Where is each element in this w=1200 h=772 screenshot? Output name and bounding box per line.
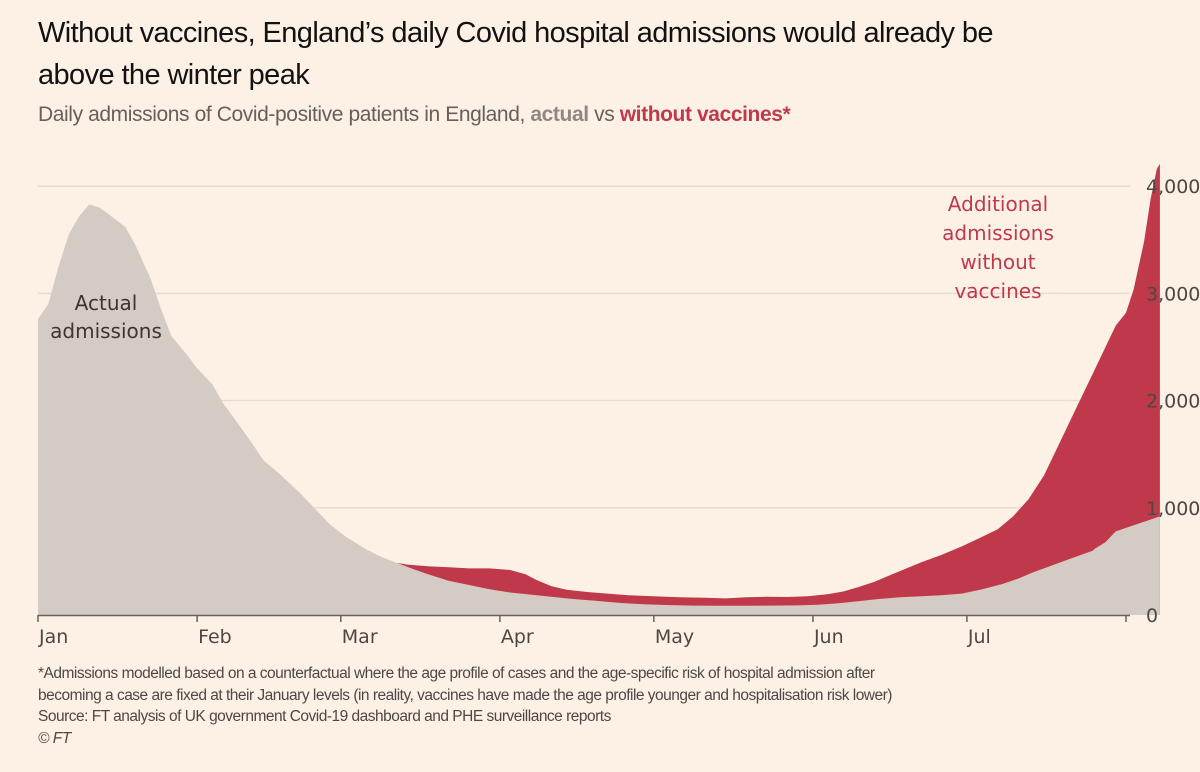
x-tick-label: Jun (813, 626, 844, 648)
source-note: Source: FT analysis of UK government Cov… (38, 708, 611, 725)
x-tick-label: May (655, 626, 694, 648)
subtitle-actual-key: actual (530, 103, 589, 126)
x-tick-label: Feb (198, 626, 232, 648)
subtitle-vs: vs (588, 103, 620, 126)
annotation-actual-admissions: Actual (75, 291, 138, 315)
annotation-actual-admissions: admissions (50, 319, 162, 343)
y-tick-label: 2,000 (1146, 391, 1200, 413)
series-areas (38, 163, 1160, 615)
x-tick-label: Apr (501, 626, 534, 648)
y-tick-label: 3,000 (1146, 283, 1200, 305)
y-tick-label: 1,000 (1146, 498, 1200, 520)
chart-title: Without vaccines, England’s daily Covid … (38, 17, 994, 91)
footnote-line-1: *Admissions modelled based on a counterf… (38, 665, 875, 682)
subtitle-prefix: Daily admissions of Covid-positive patie… (38, 103, 531, 126)
y-axis: 0 1,000 2,000 3,000 4,000 (1146, 176, 1200, 627)
y-tick-label: 0 (1146, 605, 1158, 627)
x-axis: Jan Feb Mar Apr May Jun Jul (37, 614, 1130, 648)
annotations: Actual admissions Additional admissions with… (50, 192, 1054, 343)
series-area-actual (38, 204, 1160, 615)
annotation-additional-admissions: vaccines (954, 279, 1041, 303)
x-tick-label: Mar (342, 626, 378, 648)
x-tick-label: Jan (38, 626, 68, 648)
x-tick-label: Jul (967, 626, 991, 648)
chart-area: Jan Feb Mar Apr May Jun Jul 0 1,000 2,000 3,000 4,… (37, 163, 1200, 648)
annotation-additional-admissions: admissions (942, 221, 1054, 245)
chart-subtitle: Daily admissions of Covid-positive patie… (38, 103, 791, 127)
chart-notes: *Admissions modelled based on a counterf… (38, 663, 1188, 749)
annotation-additional-admissions: without (960, 250, 1035, 274)
copyright: © FT (38, 729, 71, 747)
annotation-additional-admissions: Additional (948, 192, 1048, 216)
y-tick-label: 4,000 (1146, 176, 1200, 198)
subtitle-without-vaccines-key: without vaccines* (619, 103, 791, 126)
footnote-line-2: becoming a case are fixed at their Janua… (38, 686, 892, 704)
